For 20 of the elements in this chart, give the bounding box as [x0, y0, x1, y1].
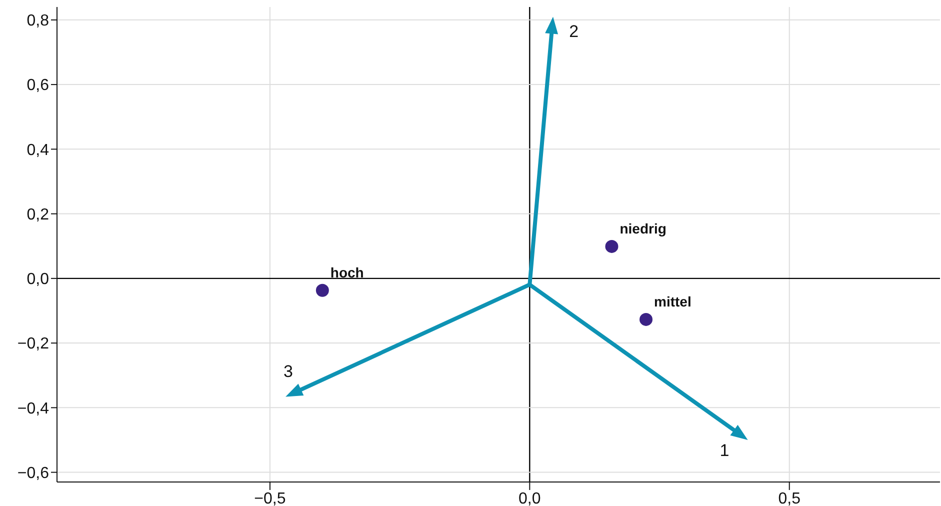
- point: [605, 240, 618, 253]
- y-tick-label: 0,6: [26, 77, 50, 94]
- x-tick-label: 0,0: [518, 490, 541, 506]
- annotation: 3: [283, 362, 293, 381]
- x-tick-label: 0,5: [778, 490, 801, 506]
- y-tick-label: −0,4: [17, 400, 50, 418]
- y-tick-label: −0,2: [17, 336, 50, 353]
- annotation: 2: [569, 22, 579, 42]
- y-tick-label: 0,8: [26, 12, 50, 30]
- y-tick-label: 0,0: [26, 271, 50, 288]
- annotation: mittel: [654, 293, 692, 310]
- annotation: hoch: [330, 264, 364, 280]
- y-tick-label: −0,6: [17, 464, 50, 482]
- annotation: niedrig: [620, 220, 666, 236]
- point: [640, 312, 653, 326]
- x-tick-label: −0,5: [254, 490, 286, 506]
- y-tick-label: 0,2: [26, 206, 50, 224]
- annotation: 1: [720, 440, 730, 460]
- point: [316, 284, 329, 297]
- y-tick-label: 0,4: [26, 142, 50, 159]
